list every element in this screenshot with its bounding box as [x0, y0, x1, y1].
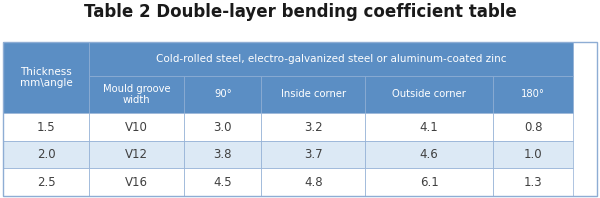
Text: 4.6: 4.6	[420, 148, 439, 161]
Text: 6.1: 6.1	[420, 176, 439, 189]
Bar	[365, 113, 493, 141]
Bar	[365, 141, 493, 168]
Text: 4.1: 4.1	[420, 121, 439, 134]
Text: 3.0: 3.0	[214, 121, 232, 134]
Text: Inside corner: Inside corner	[281, 89, 346, 99]
Text: 1.3: 1.3	[524, 176, 542, 189]
Bar	[493, 168, 573, 196]
Bar	[262, 168, 365, 196]
Text: 4.8: 4.8	[304, 176, 323, 189]
Text: 90°: 90°	[214, 89, 232, 99]
Bar	[262, 76, 365, 113]
Bar	[262, 113, 365, 141]
Text: Table 2 Double-layer bending coefficient table: Table 2 Double-layer bending coefficient…	[83, 3, 517, 21]
Text: Cold-rolled steel, electro-galvanized steel or aluminum-coated zinc: Cold-rolled steel, electro-galvanized st…	[156, 54, 506, 64]
Bar	[89, 76, 184, 113]
Bar	[3, 42, 89, 113]
Text: V12: V12	[125, 148, 148, 161]
Text: Outside corner: Outside corner	[392, 89, 466, 99]
Bar	[262, 141, 365, 168]
Text: V10: V10	[125, 121, 148, 134]
Text: 1.5: 1.5	[37, 121, 55, 134]
Bar	[184, 141, 262, 168]
Bar	[184, 168, 262, 196]
Bar	[365, 76, 493, 113]
Bar	[493, 141, 573, 168]
Bar	[89, 141, 184, 168]
Text: 180°: 180°	[521, 89, 545, 99]
Text: 2.5: 2.5	[37, 176, 55, 189]
Bar	[89, 42, 573, 76]
Bar	[89, 168, 184, 196]
Bar	[3, 168, 89, 196]
Text: 4.5: 4.5	[214, 176, 232, 189]
Text: 2.0: 2.0	[37, 148, 55, 161]
Text: 3.2: 3.2	[304, 121, 323, 134]
Text: 0.8: 0.8	[524, 121, 542, 134]
Text: Mould groove
width: Mould groove width	[103, 84, 170, 105]
Text: 1.0: 1.0	[524, 148, 542, 161]
Bar	[184, 113, 262, 141]
Bar	[493, 113, 573, 141]
Bar	[3, 113, 89, 141]
Text: 3.8: 3.8	[214, 148, 232, 161]
Bar	[493, 76, 573, 113]
Bar	[89, 113, 184, 141]
Text: Thickness
mm\angle: Thickness mm\angle	[20, 67, 73, 88]
Bar	[365, 168, 493, 196]
Bar	[3, 42, 597, 196]
Bar	[3, 141, 89, 168]
Bar	[184, 76, 262, 113]
Text: V16: V16	[125, 176, 148, 189]
Text: 3.7: 3.7	[304, 148, 323, 161]
